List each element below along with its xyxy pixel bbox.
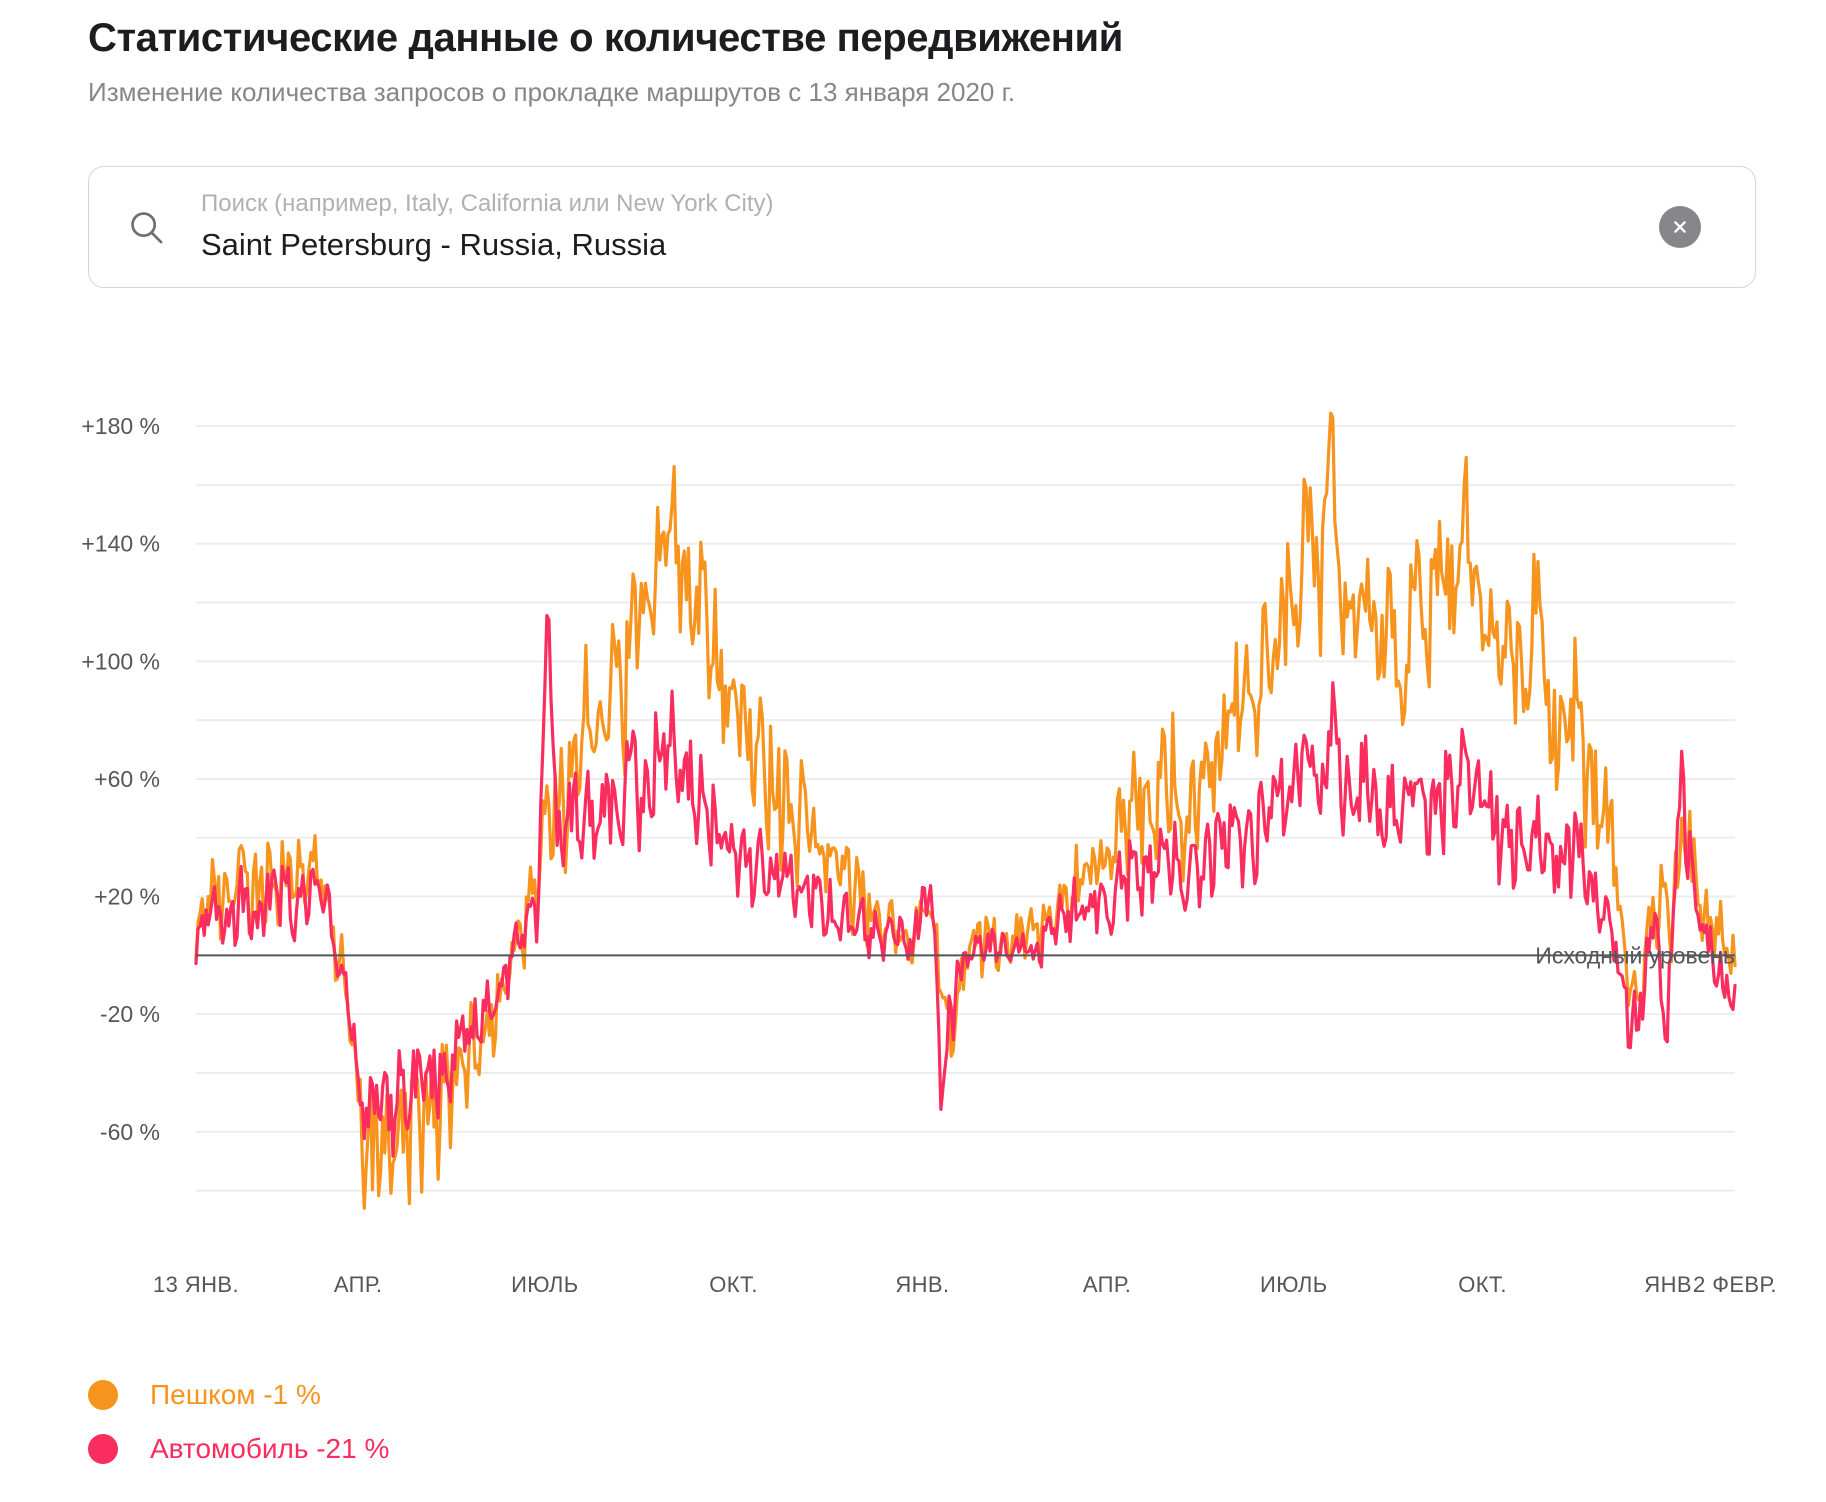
y-axis-tick-label: -60 %	[100, 1119, 160, 1145]
chart-x-axis-labels: 13 ЯНВ. АПР. ИЮЛЬ ОКТ. ЯНВ. АПР. ИЮЛЬ ОКТ. ЯНВ.2…	[153, 1272, 1777, 1297]
close-icon	[1669, 216, 1691, 238]
legend-item-driving[interactable]: Автомобиль -21 %	[88, 1422, 389, 1476]
search-text-group: Поиск (например, Italy, California или N…	[201, 189, 1635, 265]
legend-label-driving: Автомобиль -21 %	[150, 1433, 390, 1464]
x-axis-tick-label: АПР.	[334, 1272, 382, 1297]
mobility-chart: +180 % +140 % +100 % +60 % +20 % -20 % -60 % И…	[0, 360, 1826, 1360]
x-axis-tick-label: ЯНВ.	[895, 1272, 949, 1297]
y-axis-tick-label: +60 %	[94, 766, 160, 792]
x-axis-tick-label: ОКТ.	[1458, 1272, 1507, 1297]
search-box[interactable]: Поиск (например, Italy, California или N…	[88, 166, 1756, 288]
y-axis-tick-label: +140 %	[81, 531, 160, 557]
chart-series-group	[194, 411, 1737, 1210]
baseline-label: Исходный уровень	[1535, 942, 1735, 968]
x-axis-tick-label: ИЮЛЬ	[511, 1272, 579, 1297]
chart-baseline: Исходный уровень	[196, 942, 1735, 968]
x-axis-tick-label: 2 ФЕВР.	[1693, 1272, 1777, 1297]
x-axis-tick-label: ИЮЛЬ	[1260, 1272, 1328, 1297]
chart-line-walking	[194, 411, 1737, 1210]
page-title: Статистические данные о количестве перед…	[88, 16, 1123, 60]
search-input[interactable]: Saint Petersburg - Russia, Russia	[201, 226, 667, 262]
page-subtitle: Изменение количества запросов о прокладк…	[88, 77, 1016, 107]
y-axis-tick-label: -20 %	[100, 1001, 160, 1027]
x-axis-tick-label: ОКТ.	[709, 1272, 758, 1297]
search-placeholder-label: Поиск (например, Italy, California или N…	[201, 189, 774, 217]
legend-label-walking: Пешком -1 %	[150, 1379, 321, 1410]
legend-color-dot-driving	[88, 1434, 118, 1464]
y-axis-tick-label: +100 %	[81, 648, 160, 674]
chart-y-axis-labels: +180 % +140 % +100 % +60 % +20 % -20 % -60 %	[81, 413, 160, 1145]
y-axis-tick-label: +20 %	[94, 884, 160, 910]
x-axis-tick-label: АПР.	[1083, 1272, 1131, 1297]
x-axis-tick-label: ЯНВ.	[1644, 1272, 1698, 1297]
legend-item-walking[interactable]: Пешком -1 %	[88, 1368, 389, 1422]
chart-svg: +180 % +140 % +100 % +60 % +20 % -20 % -60 % И…	[81, 411, 1777, 1297]
page-header: Статистические данные о количестве перед…	[88, 14, 1748, 110]
search-icon	[127, 208, 165, 246]
x-axis-tick-label: 13 ЯНВ.	[153, 1272, 239, 1297]
legend-color-dot-walking	[88, 1380, 118, 1410]
clear-search-button[interactable]	[1659, 206, 1701, 248]
y-axis-tick-label: +180 %	[81, 413, 160, 439]
chart-legend: Пешком -1 % Автомобиль -21 %	[88, 1368, 389, 1476]
chart-line-driving	[194, 613, 1737, 1158]
